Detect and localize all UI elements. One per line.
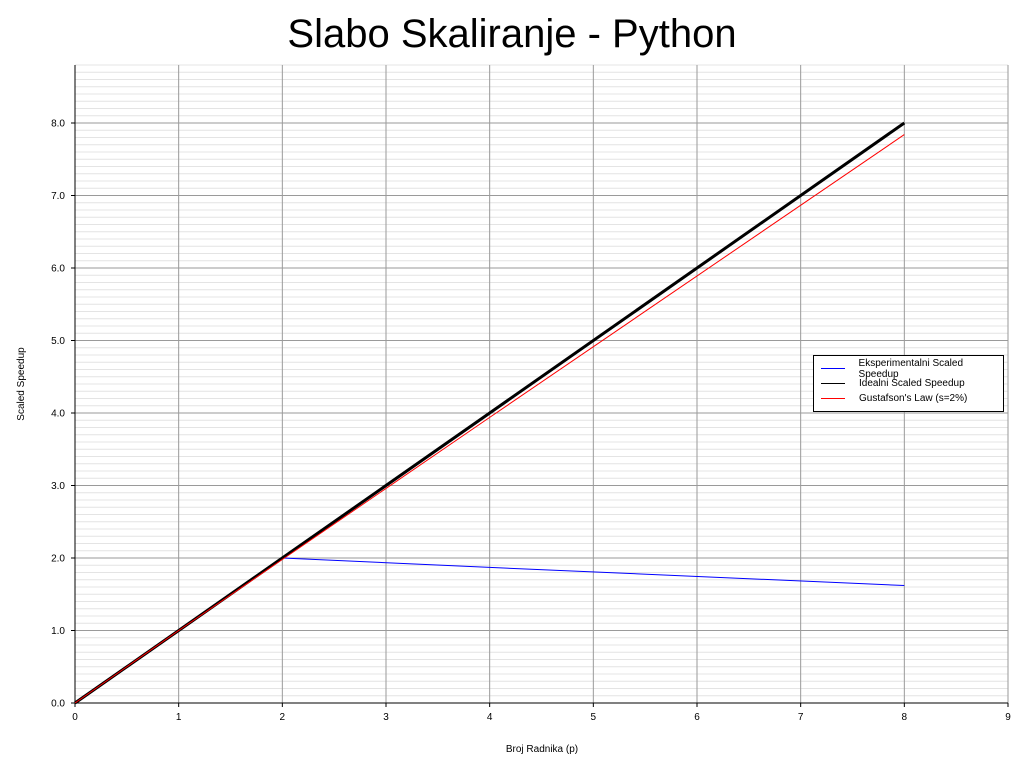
x-tick-label: 2 bbox=[280, 712, 286, 723]
chart-title: Slabo Skaliranje - Python bbox=[287, 12, 737, 56]
series-lines bbox=[74, 121, 906, 705]
grid bbox=[74, 64, 1009, 704]
x-tick-label: 7 bbox=[798, 712, 804, 723]
series-line bbox=[74, 134, 905, 704]
x-tick-label: 8 bbox=[902, 712, 908, 723]
y-tick-label: 6.0 bbox=[51, 264, 65, 275]
y-tick-label: 5.0 bbox=[51, 336, 65, 347]
legend-item: Gustafson's Law (s=2%) bbox=[814, 391, 1003, 406]
y-tick-label: 2.0 bbox=[51, 554, 65, 565]
x-axis-label: Broj Radnika (p) bbox=[506, 744, 578, 755]
x-tick-label: 9 bbox=[1005, 712, 1011, 723]
y-tick-label: 1.0 bbox=[51, 626, 65, 637]
legend: Eksperimentalni Scaled Speedup Idealni Sc… bbox=[813, 355, 1004, 412]
x-tick-label: 3 bbox=[383, 712, 389, 723]
y-tick-label: 3.0 bbox=[51, 481, 65, 492]
legend-label: Eksperimentalni Scaled Speedup bbox=[858, 357, 964, 380]
x-tick-label: 5 bbox=[591, 712, 597, 723]
x-tick-label: 6 bbox=[694, 712, 700, 723]
legend-swatch bbox=[821, 383, 845, 384]
x-tick-label: 4 bbox=[487, 712, 493, 723]
axes bbox=[71, 65, 1008, 707]
y-tick-label: 8.0 bbox=[51, 119, 65, 130]
legend-swatch bbox=[821, 368, 845, 369]
y-axis-label: Scaled Speedup bbox=[16, 347, 27, 421]
legend-swatch bbox=[821, 398, 845, 399]
legend-label: Gustafson's Law (s=2%) bbox=[859, 393, 968, 404]
legend-label: Idealni Scaled Speedup bbox=[859, 378, 965, 389]
legend-item: Eksperimentalni Scaled Speedup bbox=[814, 358, 1003, 380]
x-tick-label: 0 bbox=[72, 712, 78, 723]
legend-item: Idealni Scaled Speedup bbox=[814, 376, 1003, 391]
y-tick-label: 7.0 bbox=[51, 191, 65, 202]
y-tick-label: 0.0 bbox=[51, 699, 65, 710]
x-tick-label: 1 bbox=[176, 712, 182, 723]
tick-labels: 0 1 2 3 4 5 6 7 8 9 0.0 1.0 2.0 3.0 4.0 5.0 6.0 7.0 8.0 bbox=[51, 119, 1011, 724]
y-tick-label: 4.0 bbox=[51, 409, 65, 420]
